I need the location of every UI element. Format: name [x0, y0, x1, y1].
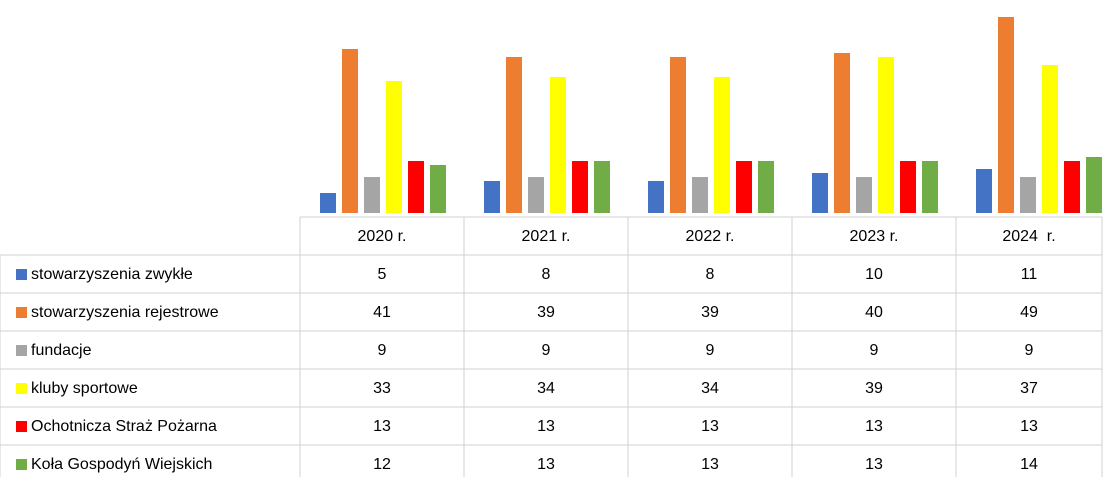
value-cell: 5 [378, 266, 387, 283]
legend-label: Koła Gospodyń Wiejskich [31, 456, 212, 473]
bar [1086, 157, 1102, 213]
value-cell: 13 [537, 456, 555, 473]
bar [364, 177, 380, 213]
bar [714, 77, 730, 213]
value-cell: 39 [701, 304, 719, 321]
value-cell: 14 [1020, 456, 1038, 473]
value-cell: 34 [537, 380, 555, 397]
bar [506, 57, 522, 213]
value-cell: 49 [1020, 304, 1038, 321]
bar [342, 49, 358, 213]
bar [572, 161, 588, 213]
bar [484, 181, 500, 213]
bar [736, 161, 752, 213]
legend-label: stowarzyszenia rejestrowe [31, 304, 219, 321]
value-cell: 37 [1020, 380, 1038, 397]
legend-swatch [16, 421, 27, 432]
value-cell: 13 [537, 418, 555, 435]
value-cell: 12 [373, 456, 391, 473]
legend-swatch [16, 459, 27, 470]
value-cell: 13 [1020, 418, 1038, 435]
value-cell: 33 [373, 380, 391, 397]
value-cell: 9 [1025, 342, 1034, 359]
legend-swatch [16, 307, 27, 318]
bar [648, 181, 664, 213]
bar [812, 173, 828, 213]
bar [834, 53, 850, 213]
bar [550, 77, 566, 213]
category-label: 2024 r. [1002, 228, 1055, 245]
bar [386, 81, 402, 213]
value-cell: 34 [701, 380, 719, 397]
category-label: 2023 r. [850, 228, 899, 245]
value-cell: 13 [701, 456, 719, 473]
legend-swatch [16, 269, 27, 280]
value-cell: 40 [865, 304, 883, 321]
bar [922, 161, 938, 213]
bar [670, 57, 686, 213]
bar [528, 177, 544, 213]
bar [430, 165, 446, 213]
value-cell: 11 [1021, 266, 1038, 283]
value-cell: 13 [701, 418, 719, 435]
bar [692, 177, 708, 213]
value-cell: 13 [865, 456, 883, 473]
value-cell: 10 [865, 266, 883, 283]
value-cell: 9 [870, 342, 879, 359]
value-cell: 8 [542, 266, 551, 283]
bar [1064, 161, 1080, 213]
category-label: 2020 r. [358, 228, 407, 245]
bar [594, 161, 610, 213]
bar [998, 17, 1014, 213]
legend-label: Ochotnicza Straż Pożarna [31, 418, 217, 435]
bar [856, 177, 872, 213]
value-cell: 9 [378, 342, 387, 359]
value-cell: 39 [537, 304, 555, 321]
value-cell: 9 [542, 342, 551, 359]
legend-label: fundacje [31, 342, 92, 359]
category-label: 2021 r. [522, 228, 571, 245]
bar [758, 161, 774, 213]
bar [320, 193, 336, 213]
value-cell: 9 [706, 342, 715, 359]
bar [878, 57, 894, 213]
legend-label: stowarzyszenia zwykłe [31, 266, 193, 283]
value-cell: 41 [373, 304, 391, 321]
value-cell: 39 [865, 380, 883, 397]
legend-label: kluby sportowe [31, 380, 138, 397]
value-cell: 13 [865, 418, 883, 435]
bar [1042, 65, 1058, 213]
legend-swatch [16, 345, 27, 356]
legend-swatch [16, 383, 27, 394]
bar [900, 161, 916, 213]
bar [976, 169, 992, 213]
value-cell: 13 [373, 418, 391, 435]
bar [1020, 177, 1036, 213]
category-label: 2022 r. [686, 228, 735, 245]
value-cell: 8 [706, 266, 715, 283]
bar [408, 161, 424, 213]
